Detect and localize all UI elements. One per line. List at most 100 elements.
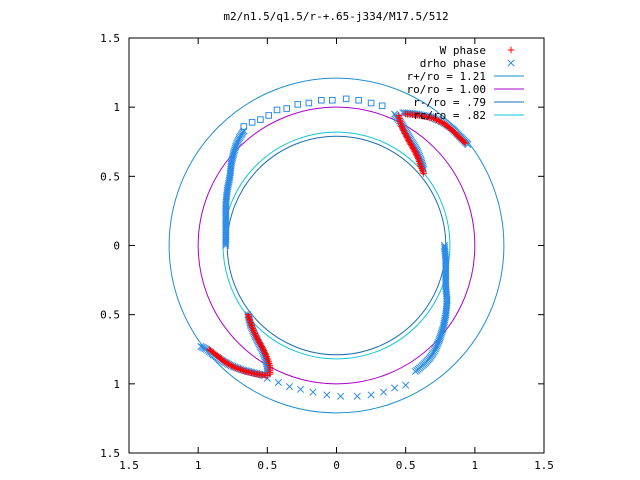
- drho-phase-point: [442, 269, 450, 277]
- w-phase-point: [257, 340, 264, 347]
- legend-label: rc/ro = .82: [413, 109, 486, 122]
- w-phase-point: [245, 314, 253, 321]
- x-tick-label: 0: [333, 459, 340, 472]
- w-phase-point: [253, 333, 260, 340]
- data-markers: [197, 95, 472, 400]
- legend-label: r+/ro = 1.21: [407, 70, 486, 83]
- drho-phase-point: [442, 259, 450, 267]
- reference-circle: [197, 106, 476, 385]
- w-phase-point: [405, 138, 413, 145]
- drho-phase-point: [442, 262, 450, 270]
- w-phase-point: [228, 362, 235, 369]
- square-point: [240, 123, 248, 130]
- w-phase-point: [266, 370, 274, 378]
- drho-phase-point: [442, 266, 450, 274]
- axis-ticks: 1.5 1 0.5 0 0.5 1 1.51.510.500.511.5: [100, 32, 554, 472]
- square-point: [283, 105, 290, 112]
- square-point: [305, 99, 313, 107]
- w-phase-point: [398, 123, 405, 130]
- y-tick-label: 1.5: [100, 32, 120, 45]
- drho-phase-point: [222, 209, 230, 217]
- w-phase-point: [235, 365, 243, 373]
- w-phase-point: [433, 116, 440, 124]
- x-tick-label: 1.5: [534, 459, 554, 472]
- drho-phase-point: [402, 381, 410, 389]
- drho-phase-point: [353, 392, 361, 400]
- w-phase-point: [240, 367, 247, 374]
- square-point: [378, 102, 386, 110]
- w-phase-point: [247, 319, 254, 326]
- drho-phase-point: [309, 388, 317, 396]
- drho-phase-point: [442, 255, 450, 263]
- w-phase-point: [207, 347, 214, 354]
- square-point: [367, 99, 375, 107]
- w-phase-point: [436, 118, 443, 125]
- drho-phase-point: [222, 224, 230, 232]
- w-phase-point: [401, 128, 408, 136]
- y-tick-label: 0.5: [100, 309, 120, 322]
- drho-phase-point: [197, 342, 205, 351]
- drho-phase-point: [222, 219, 230, 227]
- w-phase-point: [242, 368, 249, 375]
- w-phase-point: [258, 343, 265, 350]
- legend-swatch: [507, 59, 515, 67]
- drho-phase-point: [222, 216, 230, 224]
- reference-circle: [222, 131, 451, 360]
- drho-phase-point: [222, 217, 230, 225]
- w-phase-point: [256, 339, 263, 346]
- drho-phase-point: [442, 278, 450, 286]
- drho-phase-point: [442, 274, 450, 282]
- w-phase-point: [262, 350, 269, 357]
- legend-label: ro/ro = 1.00: [407, 83, 486, 96]
- drho-phase-point: [222, 236, 230, 244]
- drho-phase-point: [442, 271, 450, 279]
- w-phase-point: [206, 346, 213, 353]
- y-tick-label: 0: [113, 240, 120, 253]
- square-point: [317, 96, 325, 104]
- w-phase-point: [237, 366, 244, 373]
- square-point: [257, 116, 264, 123]
- drho-phase-point: [379, 388, 388, 396]
- legend-swatch: [507, 46, 515, 54]
- reference-circle: [168, 77, 505, 414]
- drho-phase-point: [442, 260, 450, 269]
- drho-phase-point: [274, 378, 282, 387]
- w-phase-point: [399, 126, 407, 133]
- w-phase-point: [261, 348, 268, 356]
- drho-phase-point: [222, 221, 230, 229]
- legend-label: drho phase: [420, 57, 486, 70]
- drho-phase-point: [222, 226, 230, 234]
- w-phase-point: [404, 135, 411, 143]
- w-phase-point: [409, 145, 417, 152]
- drho-phase-point: [222, 214, 230, 222]
- w-phase-point: [460, 138, 468, 146]
- square-point: [248, 119, 256, 126]
- square-point: [265, 112, 273, 119]
- drho-phase-point: [222, 207, 230, 215]
- drho-phase-point: [222, 222, 230, 231]
- w-phase-point: [413, 152, 420, 159]
- w-phase-point: [257, 341, 265, 349]
- w-phase-point: [411, 148, 418, 155]
- w-phase-point: [249, 325, 257, 332]
- x-tick-label: 0.5: [257, 459, 277, 472]
- drho-phase-point: [442, 273, 450, 281]
- w-phase-point: [253, 334, 261, 342]
- chart-title: m2/n1.5/q1.5/r-+.65-j334/M17.5/512: [223, 10, 448, 23]
- w-phase-point: [250, 327, 257, 334]
- drho-phase-point: [337, 392, 345, 400]
- w-phase-point: [403, 133, 410, 140]
- drho-phase-point: [222, 231, 230, 239]
- drho-phase-point: [222, 228, 230, 236]
- legend-label: r-/ro = .79: [413, 96, 486, 109]
- y-tick-label: 1: [113, 378, 120, 391]
- w-phase-point: [403, 134, 411, 141]
- w-phase-point: [225, 360, 232, 368]
- w-phase-point: [255, 337, 262, 345]
- w-phase-point: [420, 170, 427, 177]
- y-tick-label: 1.5: [100, 447, 120, 460]
- w-phase-point: [401, 130, 409, 137]
- w-phase-point: [248, 322, 255, 329]
